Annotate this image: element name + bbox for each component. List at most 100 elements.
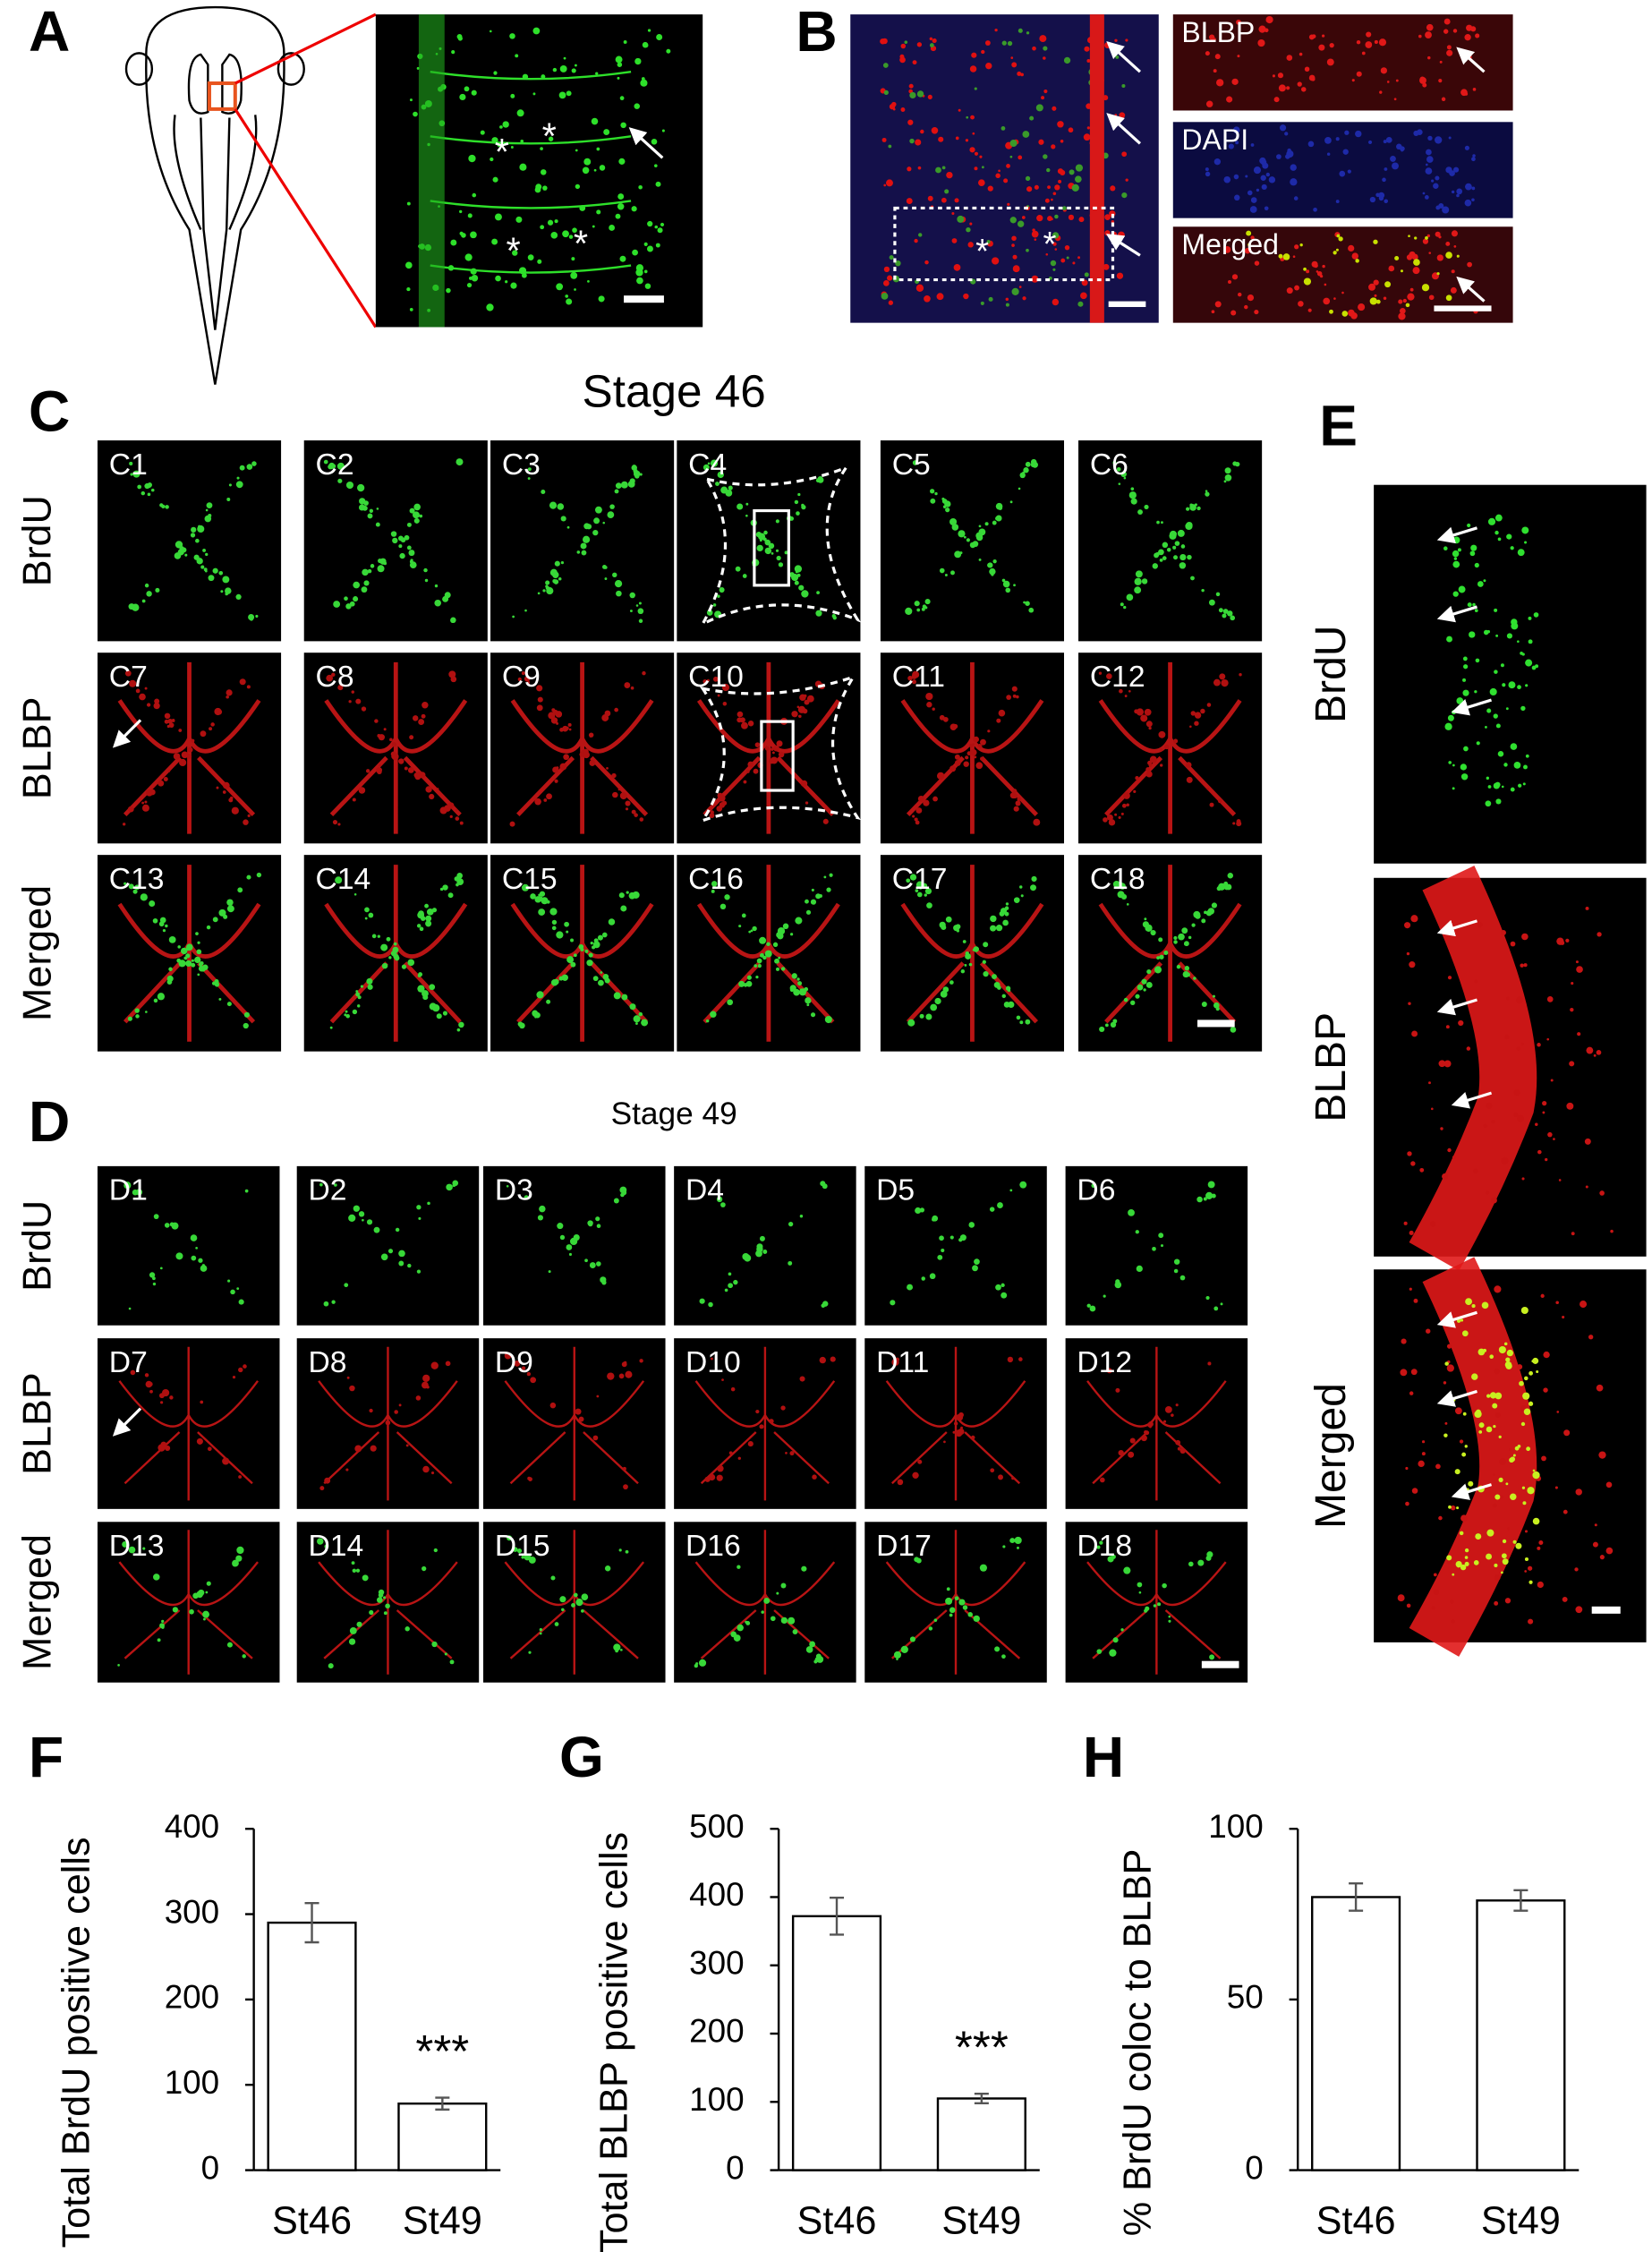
signal [527, 467, 532, 472]
signal [600, 971, 603, 974]
signal [747, 761, 754, 768]
signal [237, 887, 243, 893]
signal [1528, 1565, 1533, 1571]
y-tick-label: 100 [165, 2064, 219, 2101]
signal [1494, 1563, 1498, 1567]
signal [590, 942, 593, 945]
signal [1408, 235, 1410, 238]
signal [394, 955, 400, 961]
signal [362, 568, 369, 576]
signal [1108, 819, 1116, 826]
signal [1446, 1555, 1452, 1561]
signal [931, 127, 939, 134]
signal [550, 1575, 556, 1581]
signal [1134, 586, 1142, 594]
signal [1247, 294, 1255, 302]
signal [226, 1002, 232, 1007]
signal [345, 481, 354, 490]
signal [757, 1244, 762, 1250]
signal [970, 115, 975, 120]
signal [1485, 726, 1487, 729]
signal [755, 532, 762, 538]
signal [954, 754, 960, 760]
signal [376, 508, 379, 510]
signal [1438, 1060, 1446, 1068]
signal [972, 132, 975, 135]
signal [385, 1603, 390, 1609]
signal [928, 1626, 933, 1631]
signal [413, 503, 421, 511]
signal [711, 889, 715, 893]
signal [1214, 301, 1222, 308]
signal [1511, 618, 1518, 626]
signal [657, 227, 663, 234]
signal [538, 908, 546, 916]
signal [1453, 557, 1458, 560]
signal [772, 942, 779, 948]
signal [356, 1621, 362, 1627]
signal-structure [510, 661, 654, 834]
signal [1489, 1354, 1494, 1360]
signal [546, 999, 551, 1004]
signal [1516, 1046, 1520, 1051]
signal [1071, 183, 1079, 192]
signal [1605, 1481, 1613, 1489]
signal [1341, 311, 1349, 317]
signal [442, 884, 448, 891]
signal [358, 1211, 365, 1217]
signal [1116, 466, 1121, 472]
signal [1137, 509, 1143, 515]
signal [425, 786, 432, 793]
signal [617, 193, 625, 200]
signal [1091, 1183, 1096, 1189]
signal [1460, 1514, 1468, 1523]
signal [631, 809, 636, 815]
signal [146, 591, 152, 597]
signal [542, 589, 546, 593]
signal [972, 743, 975, 746]
y-tick-label: 100 [689, 2081, 744, 2118]
signal [1433, 274, 1436, 278]
signal [1118, 1449, 1124, 1456]
signal [152, 1282, 157, 1286]
signal [1386, 81, 1390, 83]
signal [735, 566, 741, 572]
signal [361, 706, 367, 712]
signal [1107, 1556, 1114, 1563]
signal [763, 530, 768, 535]
signal [218, 908, 226, 917]
signal [1030, 458, 1037, 465]
signal [1190, 576, 1195, 581]
signal [1464, 1561, 1469, 1566]
signal [1477, 581, 1484, 587]
signal [355, 990, 359, 993]
signal [656, 34, 663, 40]
signal [1329, 42, 1334, 48]
signal [1012, 694, 1017, 698]
signal [1012, 265, 1020, 273]
signal [1373, 279, 1379, 286]
signal [634, 813, 638, 817]
signal [1126, 903, 1129, 906]
signal [1005, 587, 1011, 593]
signal [1120, 602, 1124, 607]
tile-label: D8 [309, 1346, 347, 1379]
signal [1025, 461, 1031, 467]
signal [422, 1381, 429, 1389]
signal [366, 1219, 373, 1225]
signal-structure [1098, 865, 1242, 1042]
signal [539, 1632, 542, 1635]
signal [914, 601, 920, 607]
signal [1508, 681, 1516, 689]
signal [1120, 812, 1124, 815]
signal [1007, 988, 1011, 993]
signal [1205, 100, 1213, 107]
signal [805, 909, 812, 915]
arrow [1451, 1483, 1492, 1500]
signal [592, 1435, 599, 1441]
signal [326, 674, 334, 682]
signal [214, 707, 222, 716]
signal [1156, 520, 1160, 525]
signal [162, 1388, 170, 1397]
signal [722, 701, 728, 706]
